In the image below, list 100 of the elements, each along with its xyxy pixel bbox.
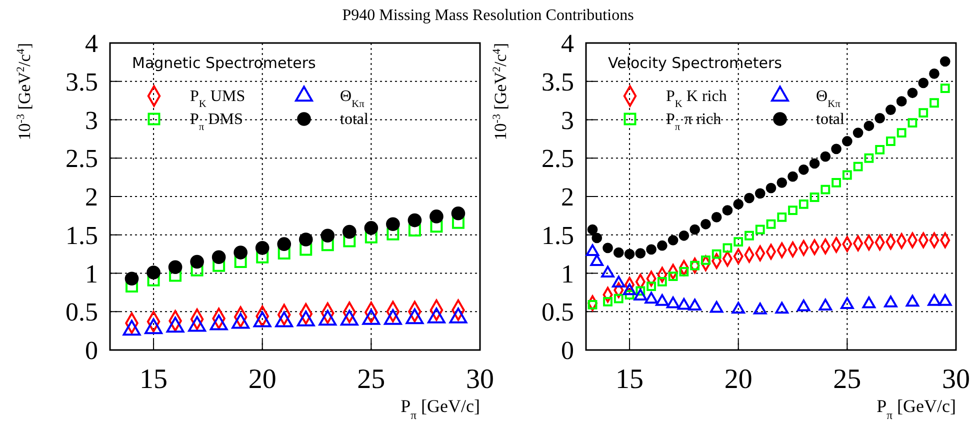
legend-label: P$_{K}$ K rich bbox=[666, 88, 727, 110]
point bbox=[298, 232, 313, 246]
point bbox=[809, 158, 820, 169]
point bbox=[722, 243, 732, 253]
point bbox=[710, 301, 724, 313]
point bbox=[451, 206, 466, 220]
point bbox=[896, 128, 906, 138]
point bbox=[146, 266, 160, 280]
y-tick-label: 1 bbox=[85, 259, 98, 288]
y-tick-label: 2.5 bbox=[542, 144, 574, 174]
point bbox=[918, 78, 929, 88]
y-tick-label: 0.5 bbox=[66, 298, 98, 327]
y-tick-label: 1.5 bbox=[66, 220, 98, 250]
y-tick-label: 3.5 bbox=[542, 67, 574, 96]
point bbox=[300, 243, 312, 256]
point bbox=[255, 241, 270, 255]
point bbox=[753, 302, 767, 314]
y-tick-label: 3.5 bbox=[66, 67, 98, 96]
y-tick-label: 4 bbox=[561, 29, 574, 58]
x-axis-title: P$_{π}$ [GeV/c] bbox=[400, 396, 480, 422]
point bbox=[408, 213, 422, 228]
x-axis-title: P$_{π}$ [GeV/c] bbox=[876, 396, 956, 422]
point bbox=[592, 232, 602, 244]
point bbox=[886, 136, 896, 146]
point bbox=[603, 296, 612, 306]
point bbox=[190, 264, 204, 276]
point bbox=[928, 294, 941, 306]
point bbox=[234, 255, 247, 268]
point bbox=[938, 294, 952, 306]
point bbox=[886, 104, 896, 115]
point bbox=[820, 184, 830, 194]
point bbox=[700, 218, 711, 230]
point bbox=[831, 144, 842, 154]
point bbox=[733, 199, 744, 210]
point bbox=[234, 246, 248, 260]
point bbox=[124, 272, 139, 286]
point bbox=[656, 240, 668, 251]
point bbox=[587, 224, 598, 235]
point bbox=[711, 212, 722, 222]
point bbox=[775, 302, 789, 314]
point bbox=[668, 272, 678, 282]
point bbox=[864, 120, 874, 132]
y-tick-label: 2 bbox=[85, 182, 98, 212]
point bbox=[797, 300, 810, 312]
point bbox=[622, 283, 636, 296]
x-tick-label: 15 bbox=[616, 364, 644, 395]
point bbox=[624, 248, 635, 260]
point bbox=[646, 244, 656, 255]
legend-label: Θ$_{Kπ}$ bbox=[816, 88, 842, 110]
point bbox=[147, 274, 160, 286]
point bbox=[601, 266, 614, 278]
point bbox=[644, 292, 658, 304]
point bbox=[918, 108, 928, 118]
point bbox=[810, 192, 820, 202]
point bbox=[343, 234, 356, 248]
point bbox=[940, 56, 950, 67]
point bbox=[677, 298, 691, 310]
point bbox=[634, 288, 648, 301]
point bbox=[832, 178, 841, 188]
point bbox=[678, 230, 690, 241]
point bbox=[820, 151, 831, 162]
point bbox=[907, 88, 918, 98]
legend-label: total bbox=[816, 111, 845, 128]
point bbox=[777, 212, 787, 222]
point bbox=[884, 296, 898, 308]
point bbox=[690, 224, 700, 235]
y-tick-label: 2 bbox=[561, 182, 574, 212]
point bbox=[452, 216, 464, 229]
point bbox=[278, 247, 290, 260]
point bbox=[754, 188, 766, 199]
y-tick-label: 0 bbox=[561, 336, 574, 365]
point bbox=[364, 221, 378, 235]
y-tick-label: 2.5 bbox=[66, 144, 98, 174]
point bbox=[864, 153, 874, 163]
point bbox=[612, 276, 626, 288]
point bbox=[788, 171, 798, 182]
point bbox=[840, 297, 854, 309]
point bbox=[646, 282, 656, 292]
point bbox=[755, 224, 765, 234]
point bbox=[386, 217, 400, 232]
legend-label: P$_{K}$ UMS bbox=[190, 88, 246, 110]
chart-title: P940 Missing Mass Resolution Contributions bbox=[342, 7, 634, 24]
point bbox=[732, 302, 745, 314]
x-tick-label: 15 bbox=[140, 364, 168, 395]
legend-label: Θ$_{Kπ}$ bbox=[340, 88, 366, 110]
point bbox=[212, 259, 226, 272]
point bbox=[744, 192, 754, 204]
point bbox=[277, 237, 292, 251]
point bbox=[929, 68, 940, 79]
point bbox=[613, 247, 624, 258]
legend-title: Magnetic Spectrometers bbox=[132, 54, 316, 72]
y-tick-label: 0 bbox=[85, 336, 98, 365]
point bbox=[212, 250, 226, 264]
point bbox=[776, 178, 788, 188]
y-tick-label: 3 bbox=[85, 106, 98, 135]
point bbox=[321, 238, 334, 252]
point bbox=[408, 224, 421, 237]
point bbox=[940, 84, 950, 93]
y-tick-label: 1 bbox=[561, 259, 574, 288]
point bbox=[190, 254, 204, 269]
